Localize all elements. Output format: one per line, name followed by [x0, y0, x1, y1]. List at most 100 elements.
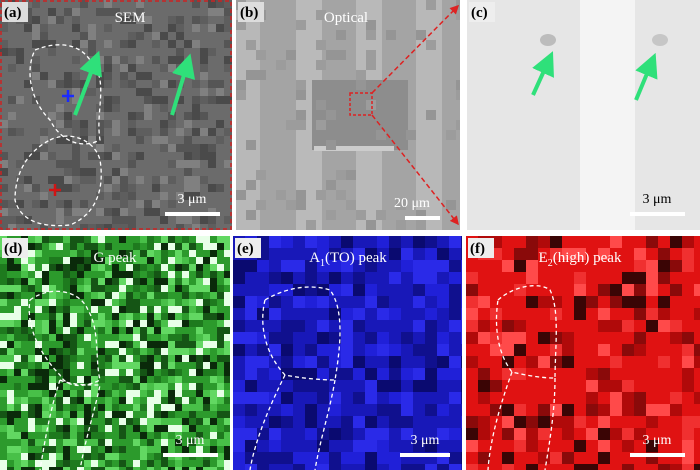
texture-cell: [56, 257, 63, 264]
texture-cell: [133, 397, 140, 404]
texture-cell: [176, 128, 184, 136]
texture-cell: [133, 376, 140, 383]
texture-cell: [208, 24, 216, 32]
texture-cell: [622, 392, 634, 404]
texture-cell: [305, 368, 317, 380]
texture-cell: [88, 224, 96, 230]
texture-cell: [70, 278, 77, 285]
texture-cell: [154, 439, 161, 446]
texture-cell: [160, 32, 168, 40]
texture-cell: [64, 200, 72, 208]
texture-cell: [386, 30, 396, 40]
texture-cell: [56, 404, 63, 411]
texture-cell: [24, 176, 32, 184]
texture-cell: [28, 250, 35, 257]
texture-cell: [329, 428, 341, 440]
texture-cell: [154, 446, 161, 453]
texture-cell: [456, 80, 460, 90]
texture-cell: [341, 320, 353, 332]
texture-cell: [147, 285, 154, 292]
texture-cell: [21, 355, 28, 362]
texture-cell: [112, 120, 120, 128]
texture-cell: [168, 369, 175, 376]
texture-cell: [425, 380, 437, 392]
texture-cell: [140, 320, 147, 327]
texture-cell: [317, 236, 329, 248]
texture-cell: [478, 416, 490, 428]
texture-cell: [634, 272, 646, 284]
texture-cell: [293, 284, 305, 296]
texture-cell: [200, 152, 208, 160]
texture-cell: [646, 308, 658, 320]
texture-cell: [120, 176, 128, 184]
texture-cell: [189, 250, 196, 257]
texture-cell: [182, 299, 189, 306]
texture-cell: [210, 390, 217, 397]
texture-cell: [269, 392, 281, 404]
texture-cell: [77, 390, 84, 397]
texture-cell: [217, 236, 224, 243]
texture-cell: [377, 236, 389, 248]
texture-cell: [147, 355, 154, 362]
texture-cell: [208, 96, 216, 104]
texture-cell: [84, 243, 91, 250]
texture-cell: [70, 306, 77, 313]
texture-cell: [224, 40, 232, 48]
texture-cell: [461, 308, 462, 320]
texture-cell: [63, 369, 70, 376]
texture-cell: [154, 397, 161, 404]
texture-cell: [40, 224, 48, 230]
texture-cell: [56, 334, 63, 341]
texture-cell: [161, 369, 168, 376]
texture-cell: [466, 332, 478, 344]
texture-cell: [126, 250, 133, 257]
texture-cell: [112, 271, 119, 278]
texture-cell: [8, 112, 16, 120]
texture-cell: [478, 392, 490, 404]
texture-cell: [269, 284, 281, 296]
texture-cell: [562, 452, 574, 464]
texture-cell: [502, 428, 514, 440]
texture-cell: [586, 296, 598, 308]
texture-cell: [365, 440, 377, 452]
texture-cell: [0, 200, 8, 208]
texture-cell: [77, 285, 84, 292]
texture-cell: [257, 356, 269, 368]
texture-cell: [0, 208, 8, 216]
texture-cell: [40, 24, 48, 32]
texture-cell: [317, 356, 329, 368]
texture-cell: [16, 56, 24, 64]
texture-cell: [84, 383, 91, 390]
texture-cell: [502, 368, 514, 380]
texture-cell: [538, 332, 550, 344]
texture-cell: [526, 464, 538, 470]
texture-cell: [377, 440, 389, 452]
texture-cell: [316, 10, 326, 20]
texture-cell: [7, 362, 14, 369]
texture-cell: [77, 397, 84, 404]
texture-cell: [526, 440, 538, 452]
texture-cell: [203, 236, 210, 243]
texture-cell: [7, 425, 14, 432]
texture-cell: [63, 362, 70, 369]
texture-cell: [598, 416, 610, 428]
texture-cell: [0, 184, 8, 192]
texture-cell: [646, 440, 658, 452]
texture-cell: [317, 260, 329, 272]
texture-cell: [562, 356, 574, 368]
texture-cell: [104, 72, 112, 80]
texture-cell: [233, 344, 245, 356]
texture-cell: [416, 220, 426, 230]
texture-cell: [168, 236, 175, 243]
texture-cell: [466, 428, 478, 440]
texture-cell: [305, 464, 317, 470]
texture-cell: [293, 320, 305, 332]
texture-cell: [104, 184, 112, 192]
texture-cell: [161, 418, 168, 425]
texture-cell: [98, 439, 105, 446]
texture-cell: [196, 341, 203, 348]
texture-cell: [64, 184, 72, 192]
texture-cell: [216, 136, 224, 144]
texture-cell: [269, 428, 281, 440]
texture-cell: [160, 176, 168, 184]
